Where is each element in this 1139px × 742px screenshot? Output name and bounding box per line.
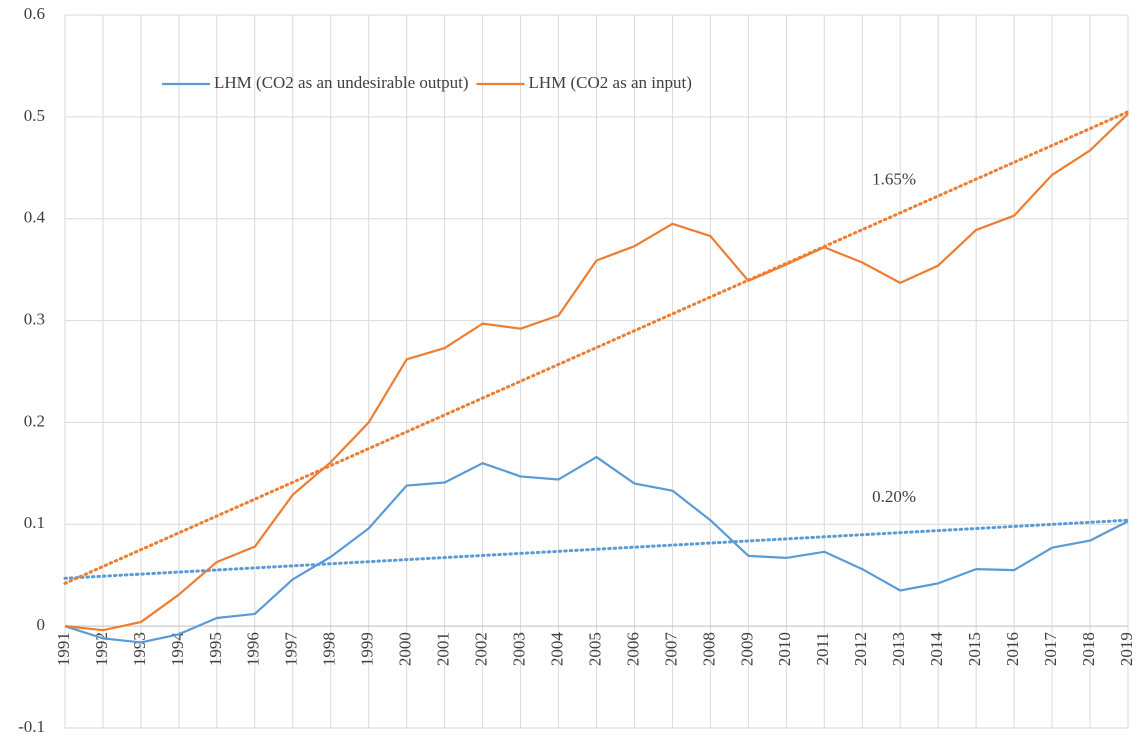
x-tick-label: 1992 <box>92 632 111 666</box>
x-tick-label: 2006 <box>623 632 642 666</box>
x-tick-label: 1996 <box>244 632 263 666</box>
legend-label: LHM (CO2 as an undesirable output) <box>214 73 468 92</box>
y-tick-label: -0.1 <box>18 717 45 736</box>
y-tick-label: 0.4 <box>24 208 46 227</box>
y-tick-label: 0 <box>37 615 46 634</box>
x-tick-label: 1994 <box>168 632 187 667</box>
x-tick-label: 1995 <box>206 632 225 666</box>
x-tick-label: 2003 <box>509 632 528 666</box>
x-tick-label: 2001 <box>434 632 453 666</box>
y-tick-label: 0.1 <box>24 513 45 532</box>
x-tick-label: 1993 <box>130 632 149 666</box>
x-tick-label: 2009 <box>737 632 756 666</box>
series-line <box>64 455 1129 644</box>
x-tick-label: 2012 <box>851 632 870 666</box>
x-tick-label: 2008 <box>699 632 718 666</box>
y-tick-label: 0.5 <box>24 106 45 125</box>
x-tick-label: 1991 <box>54 632 73 666</box>
x-tick-label: 1997 <box>282 632 301 667</box>
x-tick-label: 2000 <box>396 632 415 666</box>
x-tick-label: 2018 <box>1079 632 1098 666</box>
trend-line <box>63 518 1130 580</box>
x-tick-label: 2015 <box>965 632 984 666</box>
x-tick-label: 2011 <box>813 632 832 665</box>
x-tick-label: 2002 <box>472 632 491 666</box>
x-tick-label: 2013 <box>889 632 908 666</box>
x-tick-label: 2016 <box>1003 632 1022 666</box>
x-tick-label: 2005 <box>585 632 604 666</box>
x-tick-label: 2014 <box>927 632 946 667</box>
x-tick-label: 1999 <box>358 632 377 666</box>
trend-line <box>63 110 1130 585</box>
legend-label: LHM (CO2 as an input) <box>528 73 691 92</box>
trend-label: 0.20% <box>872 487 916 506</box>
y-tick-label: 0.6 <box>24 4 45 23</box>
y-tick-label: 0.2 <box>24 411 45 430</box>
x-tick-label: 2007 <box>661 632 680 667</box>
x-tick-label: 2010 <box>775 632 794 666</box>
x-tick-label: 2017 <box>1041 632 1060 667</box>
x-tick-label: 1998 <box>320 632 339 666</box>
x-tick-label: 2004 <box>547 632 566 667</box>
y-tick-label: 0.3 <box>24 309 45 328</box>
x-tick-label: 2019 <box>1117 632 1136 666</box>
trend-label: 1.65% <box>872 169 916 188</box>
series-line <box>64 113 1129 632</box>
